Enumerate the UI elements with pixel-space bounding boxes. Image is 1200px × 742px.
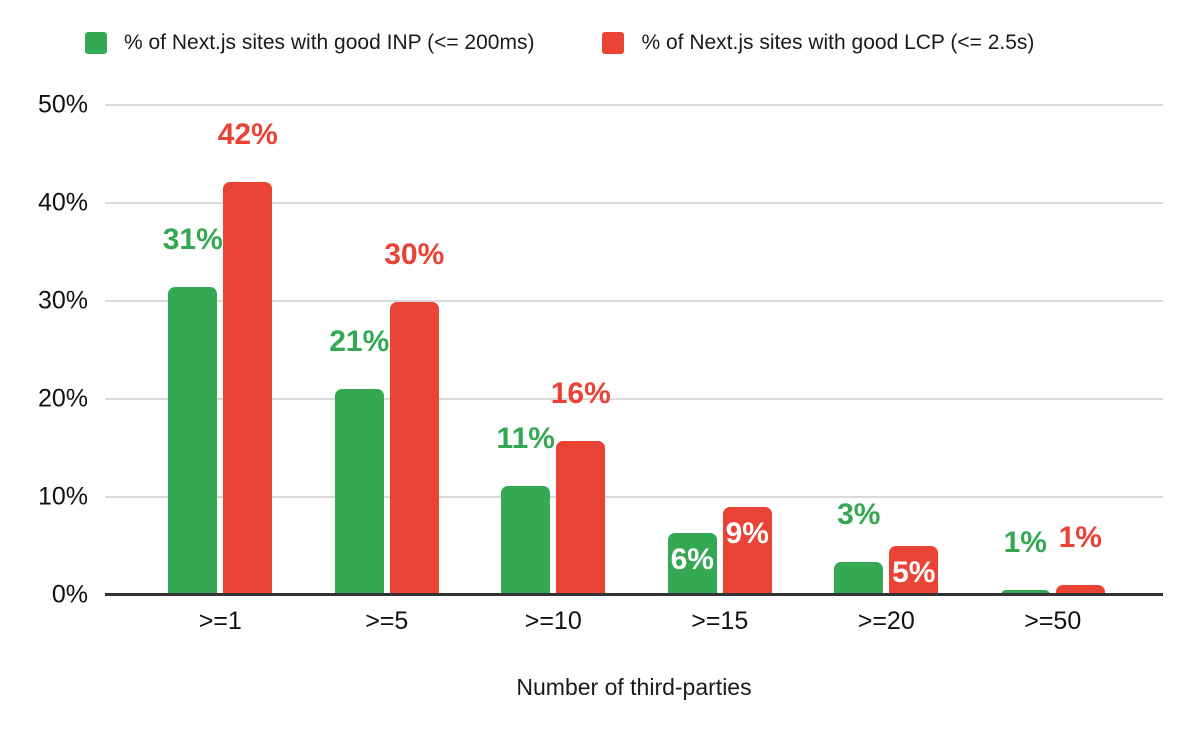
lcp-bar: 5% bbox=[889, 546, 939, 595]
legend-item-inp: % of Next.js sites with good INP (<= 200… bbox=[85, 31, 534, 55]
lcp-bar: 30% bbox=[384, 239, 444, 595]
bar-groups: 31% 42% 21% 30% 11% 16% 6% 9% 3% 5% 1% 1% bbox=[137, 105, 1136, 595]
bar-group-ge-50: 1% 1% bbox=[970, 105, 1137, 595]
lcp-bar: 9% bbox=[722, 506, 772, 595]
inp-bar: 31% bbox=[163, 225, 223, 595]
x-axis-tick-label: >=10 bbox=[524, 607, 582, 635]
inp-bar-value-label: 6% bbox=[670, 543, 714, 577]
lcp-bar-value-label: 42% bbox=[217, 118, 278, 152]
bar-group-ge-15: 6% 9% bbox=[637, 105, 804, 595]
inp-bar: 6% bbox=[667, 533, 717, 595]
bar-group-ge-5: 21% 30% bbox=[304, 105, 471, 595]
y-axis-tick-label: 10% bbox=[37, 482, 88, 511]
legend-item-lcp: % of Next.js sites with good LCP (<= 2.5… bbox=[602, 31, 1034, 55]
lcp-bar-value-label: 5% bbox=[892, 556, 936, 589]
inp-bar-value-label: 1% bbox=[1003, 526, 1047, 560]
x-axis-tick-label: >=20 bbox=[857, 607, 915, 635]
gridline bbox=[105, 496, 1163, 498]
lcp-bar: 1% bbox=[1055, 523, 1105, 595]
legend-label-inp: % of Next.js sites with good INP (<= 200… bbox=[124, 31, 535, 54]
x-axis-tick-labels: >=1 >=5 >=10 >=15 >=20 >=50 bbox=[137, 607, 1136, 636]
inp-bar: 21% bbox=[329, 327, 389, 595]
inp-bar-value-label: 31% bbox=[162, 223, 223, 257]
inp-bar-value-label: 21% bbox=[329, 325, 390, 359]
y-axis-tick-label: 30% bbox=[37, 286, 88, 315]
y-axis: 0% 10% 20% 30% 40% 50% bbox=[0, 91, 88, 609]
bar-group-ge-10: 11% 16% bbox=[470, 105, 637, 595]
lcp-series-swatch bbox=[602, 32, 625, 54]
bar-group-ge-1: 31% 42% bbox=[137, 105, 304, 595]
inp-series-swatch bbox=[85, 32, 107, 54]
inp-bar: 1% bbox=[1000, 528, 1050, 595]
y-axis-tick-label: 20% bbox=[37, 384, 88, 413]
inp-bar-value-label: 11% bbox=[496, 422, 555, 456]
legend-label-lcp: % of Next.js sites with good LCP (<= 2.5… bbox=[641, 31, 1035, 54]
inp-bar: 3% bbox=[834, 499, 884, 595]
x-axis-tick-label: >=5 bbox=[365, 607, 409, 635]
gridline bbox=[105, 300, 1163, 302]
plot-area: 31% 42% 21% 30% 11% 16% 6% 9% 3% 5% 1% 1% bbox=[105, 104, 1163, 596]
lcp-bar: 42% bbox=[218, 120, 278, 595]
y-axis-tick-label: 0% bbox=[51, 580, 88, 609]
x-axis-line bbox=[105, 593, 1163, 596]
x-axis-tick-label: >=15 bbox=[691, 607, 749, 635]
chart-legend: % of Next.js sites with good INP (<= 200… bbox=[85, 31, 1034, 55]
y-axis-tick-label: 40% bbox=[37, 188, 88, 217]
gridline bbox=[105, 398, 1163, 400]
lcp-bar-value-label: 1% bbox=[1058, 521, 1102, 555]
gridline bbox=[105, 104, 1163, 106]
inp-bar: 11% bbox=[497, 424, 555, 595]
lcp-bar-value-label: 9% bbox=[725, 516, 769, 550]
gridline bbox=[105, 202, 1163, 204]
lcp-bar-value-label: 16% bbox=[550, 377, 611, 411]
x-axis-title: Number of third-parties bbox=[516, 674, 752, 700]
bar-group-ge-20: 3% 5% bbox=[803, 105, 970, 595]
inp-bar-value-label: 3% bbox=[837, 497, 881, 531]
x-axis-tick-label: >=50 bbox=[1024, 607, 1082, 635]
y-axis-tick-label: 50% bbox=[37, 90, 88, 119]
lcp-bar-value-label: 30% bbox=[384, 237, 445, 271]
x-axis-tick-label: >=1 bbox=[198, 607, 242, 635]
lcp-bar: 16% bbox=[551, 379, 611, 595]
